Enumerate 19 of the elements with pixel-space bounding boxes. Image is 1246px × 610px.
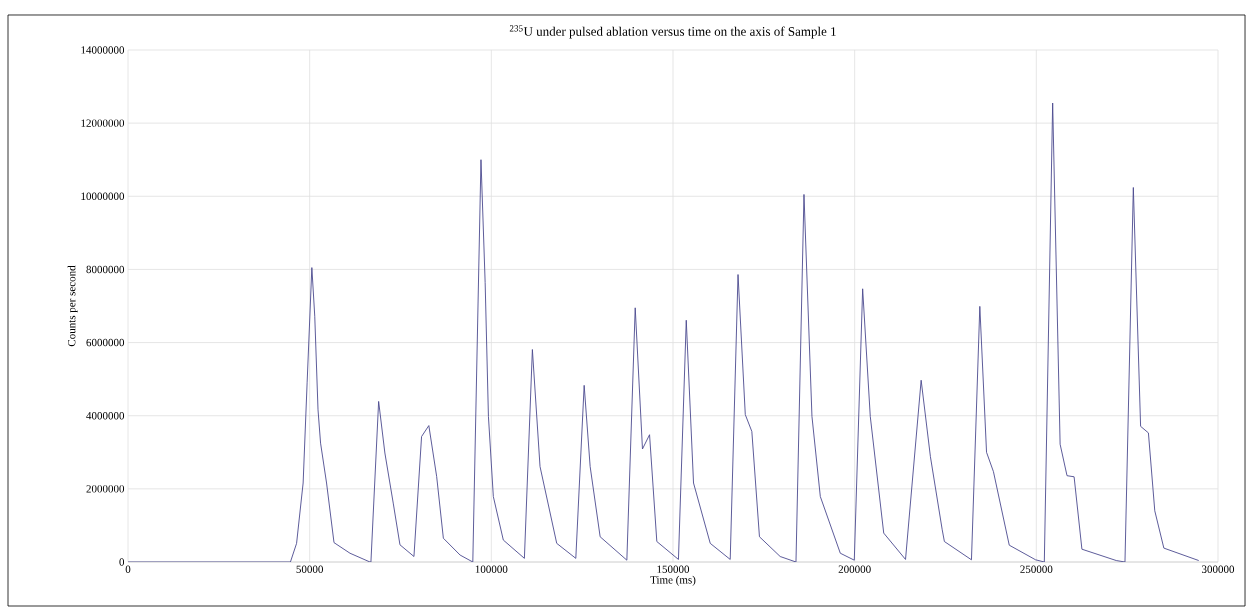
- x-tick-label: 200000: [838, 565, 871, 573]
- y-tick-label: 0: [119, 558, 125, 566]
- line-series: [128, 102, 1200, 562]
- x-tick-label: 150000: [657, 565, 690, 573]
- x-tick-label: 250000: [1020, 565, 1053, 573]
- y-axis-title: Counts per second: [67, 265, 78, 347]
- y-tick-label: 14000000: [81, 46, 125, 54]
- x-tick-label: 0: [125, 565, 131, 573]
- y-tick-label: 6000000: [86, 338, 125, 347]
- x-axis-title: Time (ms): [650, 575, 696, 586]
- x-tick-label: 100000: [475, 565, 508, 573]
- y-tick-label: 12000000: [81, 119, 125, 127]
- y-tick-label: 8000000: [86, 265, 125, 274]
- y-tick-label: 2000000: [86, 485, 125, 493]
- y-tick-label: 4000000: [86, 412, 125, 420]
- x-tick-label: 50000: [296, 565, 323, 573]
- x-tick-label: 300000: [1202, 565, 1235, 573]
- y-tick-label: 10000000: [81, 192, 125, 200]
- chart-title: $^{235}$U under pulsed ablation versus time on the axis of Sample 1: [509, 25, 836, 39]
